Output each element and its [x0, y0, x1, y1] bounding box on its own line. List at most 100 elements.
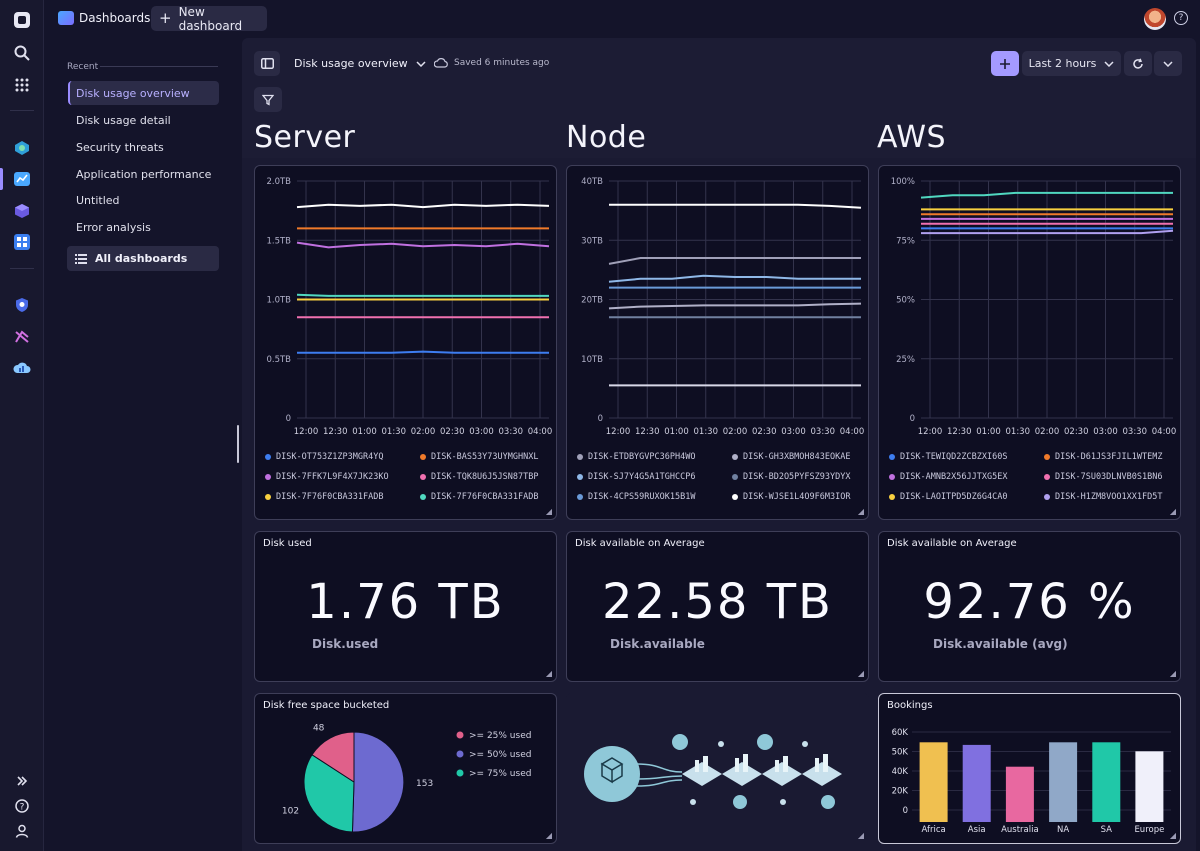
avatar[interactable]	[1144, 8, 1166, 30]
legend-item[interactable]: DISK-7FFK7L9F4X7JK23KO	[265, 472, 389, 482]
disk-free-space-pie-card[interactable]: Disk free space bucketed 153 102 48 >= 25% …	[254, 693, 557, 844]
resize-handle-icon[interactable]: ◢	[857, 831, 864, 840]
apps-grid-icon[interactable]	[11, 74, 33, 96]
y-tick-label: 0.5TB	[266, 355, 291, 365]
legend-item[interactable]: DISK-TQK8U6J5JSN87TBP	[420, 472, 538, 482]
bar[interactable]	[1005, 766, 1034, 822]
disk-available-card[interactable]: Disk available on Average 22.58 TB Disk.…	[566, 531, 869, 682]
x-tick-label: Australia	[1001, 825, 1039, 835]
legend-item[interactable]: DISK-AMNB2X56JJTXG5EX	[889, 472, 1007, 482]
sidebar-item-disk-usage-overview[interactable]: Disk usage overview	[68, 81, 219, 105]
series-line[interactable]	[608, 302, 862, 310]
bar[interactable]	[1049, 742, 1078, 822]
sidebar-item-disk-usage-detail[interactable]: Disk usage detail	[76, 113, 171, 127]
aws-disk-chart-card[interactable]: 100% 75% 50% 25% 0 12:00 12:30 01:00 01:30 02:00 0…	[878, 165, 1181, 520]
legend-item[interactable]: DISK-BAS53Y73UYMGHNXL	[420, 452, 538, 462]
resize-handle-icon[interactable]: ◢	[545, 669, 552, 678]
resize-handle-icon[interactable]: ◢	[1169, 507, 1176, 516]
legend-item[interactable]: DISK-7F76F0CBA331FADB	[265, 492, 383, 502]
new-dashboard-button[interactable]: + New dashboard	[151, 5, 267, 33]
series-line[interactable]	[609, 203, 862, 209]
resize-handle-icon[interactable]: ◢	[857, 669, 864, 678]
security-app-icon[interactable]	[11, 294, 33, 316]
all-dashboards-button[interactable]: All dashboards	[67, 246, 219, 271]
legend-item[interactable]: DISK-OT753Z1ZP3MGR4YQ	[265, 452, 383, 462]
app-title: Dashboards	[79, 11, 151, 25]
add-tile-button[interactable]	[991, 51, 1019, 76]
illustration-card[interactable]: ◢	[566, 693, 869, 844]
help-circle-icon[interactable]: ?	[1174, 11, 1188, 25]
hub-app-icon[interactable]	[11, 137, 33, 159]
search-icon[interactable]	[11, 42, 33, 64]
toggle-sidebar-button[interactable]	[254, 51, 280, 76]
resize-handle-icon[interactable]: ◢	[1169, 669, 1176, 678]
section-heading-node: Node	[566, 120, 647, 155]
series-line[interactable]	[296, 241, 550, 249]
legend-label: DISK-H1ZM8VOO1XX1FD5T	[1055, 492, 1163, 502]
series-line[interactable]	[296, 293, 549, 297]
timeframe-selector[interactable]: Last 2 hours	[1022, 51, 1121, 76]
series-line[interactable]	[297, 350, 549, 354]
legend-item[interactable]: DISK-7SU03DLNVB0S1BN6	[1044, 472, 1162, 482]
series-line[interactable]	[608, 257, 861, 265]
bar-title: Bookings	[887, 700, 933, 711]
legend-item[interactable]: DISK-BD2O5PYFSZ93YDYX	[732, 472, 850, 482]
expand-rail-icon[interactable]	[11, 770, 33, 792]
dynatrace-logo-icon[interactable]	[11, 9, 33, 31]
bar[interactable]	[962, 744, 991, 822]
server-disk-chart-card[interactable]: 2.0TB 1.5TB 1.0TB 0.5TB 0 12:00 12:30 01:00 01:3…	[254, 165, 557, 520]
legend-dot	[732, 494, 738, 500]
series-line[interactable]	[608, 274, 861, 283]
legend-item[interactable]: DISK-D61JS3FJIL1WTEMZ	[1044, 452, 1162, 462]
bar[interactable]	[919, 742, 948, 822]
user-icon[interactable]	[11, 820, 33, 842]
disk-available-avg-card[interactable]: Disk available on Average 92.76 % Disk.a…	[878, 531, 1181, 682]
bar[interactable]	[1092, 742, 1121, 822]
bar[interactable]	[1135, 751, 1164, 822]
pie-slice[interactable]	[311, 731, 355, 783]
node-disk-chart-card[interactable]: 40TB 30TB 20TB 10TB 0 12:00 12:30 01:00 01:30 02:…	[566, 165, 869, 520]
legend-item[interactable]: DISK-WJSE1L4O9F6M3IOR	[732, 492, 850, 502]
plus-icon: +	[159, 9, 172, 27]
help-icon[interactable]: ?	[11, 795, 33, 817]
notebooks-app-icon[interactable]	[11, 231, 33, 253]
y-tick-label: 40TB	[581, 177, 603, 187]
legend-item[interactable]: DISK-ETDBYGVPC36PH4WO	[577, 452, 695, 462]
sidebar-item-security-threats[interactable]: Security threats	[76, 140, 164, 154]
resize-handle-icon[interactable]: ◢	[545, 831, 552, 840]
refresh-options-button[interactable]	[1154, 51, 1182, 76]
legend-item[interactable]: DISK-GH3XBMOH843EOKAE	[732, 452, 850, 462]
bookings-bar-card[interactable]: Bookings 60K 50K 40K 20K 0 Africa Asia Australi…	[878, 693, 1181, 844]
threats-app-icon[interactable]	[11, 326, 33, 348]
x-tick-label: 02:00	[723, 427, 748, 437]
series-line[interactable]	[920, 191, 1173, 199]
x-tick-label: 01:30	[382, 427, 407, 437]
resize-handle-icon[interactable]: ◢	[857, 507, 864, 516]
legend-item[interactable]: DISK-4CPS59RUXOK15B1W	[577, 492, 695, 502]
sidebar-item-error-analysis[interactable]: Error analysis	[76, 220, 151, 234]
refresh-button[interactable]	[1124, 51, 1152, 76]
sidebar-item-untitled[interactable]: Untitled	[76, 193, 120, 207]
legend-item[interactable]: DISK-H1ZM8VOO1XX1FD5T	[1044, 492, 1162, 502]
legend-item[interactable]: DISK-7F76F0CBA331FADB	[420, 492, 538, 502]
dashboards-app-icon[interactable]	[11, 168, 33, 190]
resize-handle-icon[interactable]: ◢	[1169, 831, 1176, 840]
workflows-app-icon[interactable]	[11, 200, 33, 222]
legend-item[interactable]: DISK-SJ7Y4G5A1TGHCCP6	[577, 472, 695, 482]
legend-label: DISK-D61JS3FJIL1WTEMZ	[1055, 452, 1163, 462]
filter-button[interactable]	[254, 87, 282, 112]
sidebar-item-application-performance[interactable]: Application performance	[76, 167, 212, 181]
sidebar-resize-handle[interactable]	[237, 425, 239, 463]
legend-item[interactable]: DISK-LAOITPD5DZ6G4CA0	[889, 492, 1007, 502]
pie-slice[interactable]	[351, 731, 405, 833]
dashboard-title-dropdown[interactable]: Disk usage overview	[294, 57, 426, 70]
series-line[interactable]	[921, 229, 1174, 235]
series-line[interactable]	[296, 203, 550, 209]
disk-used-card[interactable]: Disk used 1.76 TB Disk.used ◢	[254, 531, 557, 682]
resize-handle-icon[interactable]: ◢	[545, 507, 552, 516]
y-tick-label: 25%	[896, 355, 915, 365]
legend-item[interactable]: DISK-TEWIQD2ZCBZXI60S	[889, 452, 1007, 462]
recent-label: Recent	[67, 62, 99, 72]
cloud-app-icon[interactable]	[11, 357, 33, 379]
legend-dot	[456, 750, 464, 758]
